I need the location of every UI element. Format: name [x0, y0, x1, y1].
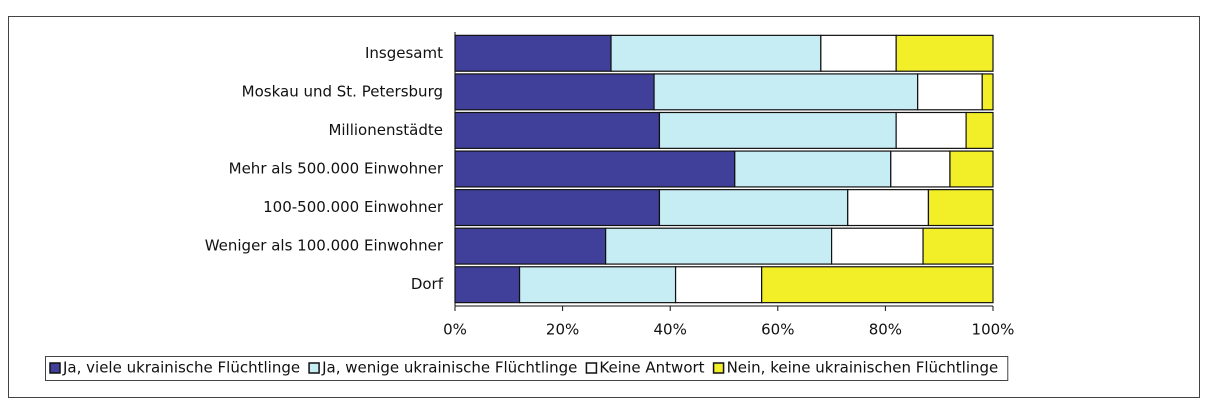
bar-segment — [454, 266, 521, 304]
y-tick-label: Millionenstädte — [328, 121, 443, 139]
x-tick-label: 20% — [546, 321, 579, 339]
y-tick-label: Weniger als 100.000 Einwohner — [205, 237, 444, 255]
bar-segment — [895, 111, 967, 149]
legend-swatch — [585, 362, 598, 374]
x-tick-label: 60% — [761, 321, 794, 339]
x-tick-label: 80% — [869, 321, 902, 339]
bar-segment — [761, 266, 994, 304]
bar-segment — [658, 189, 849, 227]
legend-label: Ja, wenige ukrainische Flüchtlinge — [321, 359, 577, 377]
legend-label: Keine Antwort — [599, 359, 704, 377]
bar-segment — [917, 73, 983, 111]
bar-segment — [454, 227, 607, 265]
bar-segment — [454, 111, 661, 149]
bar-segment — [895, 34, 994, 72]
bar-segment — [981, 73, 994, 111]
y-tick-label: Dorf — [411, 275, 444, 293]
bar-segment — [847, 189, 930, 227]
bar-segment — [454, 189, 661, 227]
bar-segment — [734, 150, 892, 188]
bar-segment — [890, 150, 951, 188]
bar-segment — [658, 111, 897, 149]
bar-segment — [830, 227, 924, 265]
bar-segment — [949, 150, 994, 188]
legend-swatch — [308, 362, 320, 374]
legend-label: Nein, keine ukrainischen Flüchtlinge — [727, 359, 999, 377]
bar-segment — [927, 189, 994, 227]
bar-segment — [674, 266, 763, 304]
bar-segment — [454, 73, 655, 111]
x-tick-label: 100% — [972, 321, 1015, 339]
y-tick-label: Insgesamt — [365, 44, 443, 62]
bar-segment — [820, 34, 897, 72]
legend-box — [45, 356, 1009, 381]
legend-label: Ja, viele ukrainische Flüchtlinge — [62, 359, 300, 377]
bar-segment — [653, 73, 919, 111]
y-tick-label: Moskau und St. Petersburg — [242, 82, 443, 100]
y-tick-label: 100-500.000 Einwohner — [263, 198, 444, 216]
bar-segment — [605, 227, 833, 265]
bar-segment — [454, 34, 612, 72]
bar-segment — [610, 34, 822, 72]
bar-segment — [965, 111, 994, 149]
bar-segment — [518, 266, 677, 304]
x-tick-label: 0% — [443, 321, 467, 339]
bar-segment — [922, 227, 994, 265]
y-tick-label: Mehr als 500.000 Einwohner — [229, 160, 444, 178]
legend-swatch — [712, 362, 725, 374]
legend-swatch — [49, 362, 61, 374]
bar-segment — [454, 150, 736, 188]
x-tick-label: 40% — [654, 321, 687, 339]
